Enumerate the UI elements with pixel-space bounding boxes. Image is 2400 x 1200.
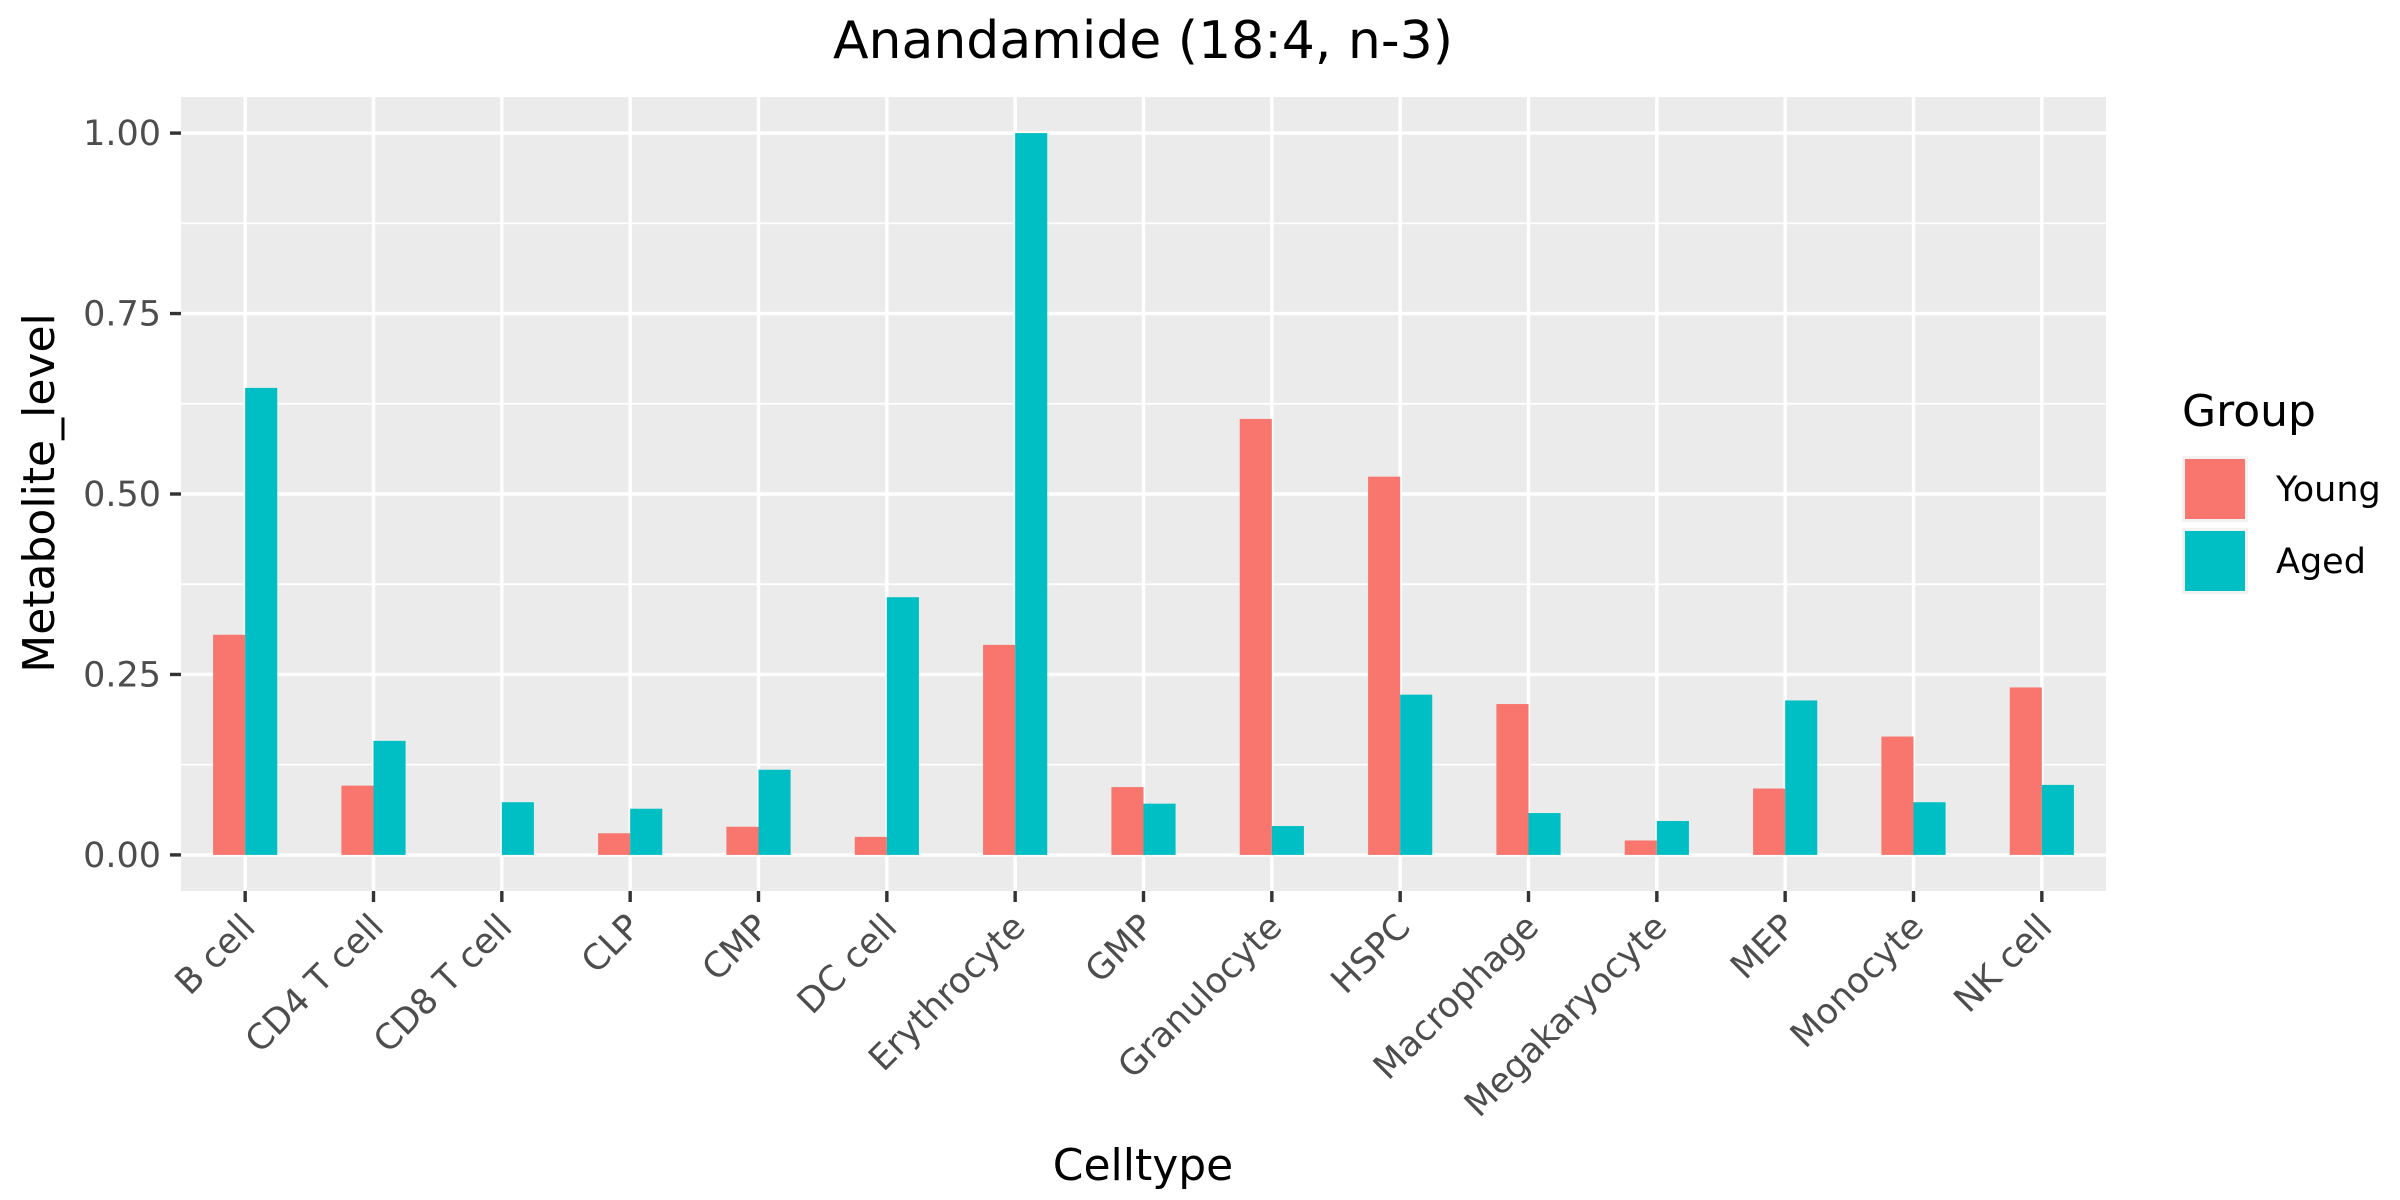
bar-aged-megakaryocyte <box>1656 820 1689 855</box>
y-tick-label: 0.50 <box>83 475 161 515</box>
x-tick-label: NK cell <box>1947 907 2060 1020</box>
legend-title: Group <box>2182 386 2316 437</box>
y-tick-label: 0.75 <box>83 295 161 335</box>
bar-aged-granulocyte <box>1271 826 1304 855</box>
bar-young-hspc <box>1368 476 1401 855</box>
x-tick-label: CD8 T cell <box>366 907 520 1061</box>
legend-key-aged <box>2185 531 2245 591</box>
legend-key-young <box>2185 459 2245 519</box>
chart-title: Anandamide (18:4, n-3) <box>833 11 1453 71</box>
bar-aged-clp <box>630 808 663 855</box>
x-tick-label: Monocyte <box>1783 907 1932 1056</box>
bar-aged-monocyte <box>1913 802 1946 855</box>
bar-aged-gmp <box>1143 803 1176 855</box>
bar-aged-erythrocyte <box>1015 133 1048 855</box>
bar-young-nk-cell <box>2009 687 2042 855</box>
bar-young-granulocyte <box>1239 418 1272 855</box>
x-tick-label: CD4 T cell <box>238 907 392 1061</box>
bar-young-macrophage <box>1496 704 1529 855</box>
y-tick-label: 0.00 <box>83 836 161 876</box>
legend: Group Young Aged <box>2182 386 2381 594</box>
bar-young-cmp <box>726 826 759 855</box>
x-tick-label: HSPC <box>1324 907 1419 1002</box>
bar-aged-macrophage <box>1528 813 1561 855</box>
bar-aged-b-cell <box>245 387 278 855</box>
legend-label-young: Young <box>2275 470 2381 510</box>
bar-aged-mep <box>1785 700 1818 855</box>
bar-aged-cd4-t-cell <box>373 740 406 855</box>
legend-label-aged: Aged <box>2276 542 2366 582</box>
bars-layer <box>213 133 2074 855</box>
bar-young-clp <box>598 833 631 855</box>
y-axis-title: Metabolite_level <box>14 313 65 673</box>
y-axis: 0.00 0.25 0.50 0.75 1.00 <box>83 114 181 876</box>
bar-young-gmp <box>1111 787 1144 855</box>
x-tick-label: CMP <box>695 907 777 989</box>
bar-aged-nk-cell <box>2041 784 2074 855</box>
y-tick-label: 1.00 <box>83 114 161 154</box>
bar-young-b-cell <box>213 634 246 855</box>
bar-young-monocyte <box>1881 736 1914 855</box>
y-tick-label: 0.25 <box>83 655 161 695</box>
bar-aged-hspc <box>1400 694 1433 855</box>
bar-young-megakaryocyte <box>1624 840 1657 855</box>
bar-young-cd4-t-cell <box>341 785 374 855</box>
x-tick-label: MEP <box>1723 907 1803 987</box>
x-tick-label: B cell <box>168 907 264 1003</box>
x-tick-label: CLP <box>574 907 648 981</box>
bar-aged-cd8-t-cell <box>501 802 534 855</box>
bar-aged-cmp <box>758 769 791 855</box>
bar-young-dc-cell <box>854 836 887 855</box>
x-tick-label: DC cell <box>790 907 905 1022</box>
x-tick-label: GMP <box>1078 907 1162 991</box>
x-axis-title: Celltype <box>1053 1140 1234 1191</box>
bar-young-mep <box>1753 788 1786 855</box>
bar-aged-dc-cell <box>886 597 919 855</box>
bar-young-erythrocyte <box>983 644 1016 855</box>
